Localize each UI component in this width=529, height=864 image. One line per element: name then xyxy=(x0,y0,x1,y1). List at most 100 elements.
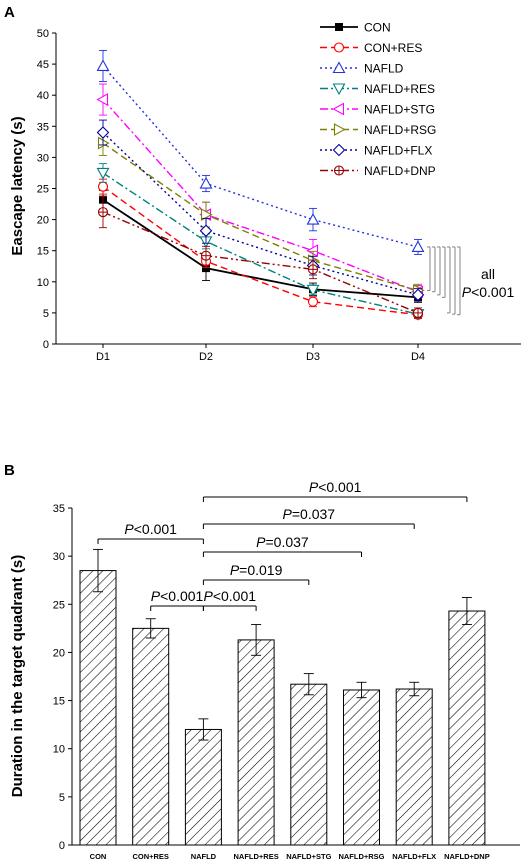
panel-a: A Eascape latency (s) 0 5 10 15 20 25 30 35 40 45… xyxy=(4,4,521,363)
series-nafld-dnp-point xyxy=(307,264,319,275)
series-nafld-res-point xyxy=(96,167,110,180)
panel-b-x-tick-label: NAFLD+DNP xyxy=(444,852,490,861)
panel-a-annotation-p-value: <0.001 xyxy=(471,284,514,300)
legend-nafld-rsg-marker xyxy=(333,123,346,136)
comparison-nafld-vs-nafld-dnp: P<0.001 xyxy=(202,479,468,502)
panel-a-y-tick-label: 30 xyxy=(37,152,49,164)
series-nafld-flx-point xyxy=(96,126,110,139)
series-con-res-point xyxy=(97,181,109,192)
panel-a-y-tick-label: 50 xyxy=(37,28,49,40)
legend-nafld-label: NAFLD xyxy=(364,62,404,76)
series-nafld-flx-point xyxy=(199,224,213,238)
bar-nafld-rsg-rect xyxy=(343,689,380,846)
series-nafld-dnp-line xyxy=(102,211,419,314)
comparison-nafld-vs-nafld-flx-label: P=0.037 xyxy=(283,506,336,522)
panel-b-x-tick-label: NAFLD+FLX xyxy=(392,852,436,861)
legend-nafld-stg: NAFLD+STG xyxy=(320,103,435,117)
comparison-con-vs-nafld-label-value: <0.001 xyxy=(134,521,177,537)
panel-a-significance-brackets xyxy=(427,246,461,316)
panel-b-x-tick-label: NAFLD+RES xyxy=(233,852,278,861)
legend-nafld-res-marker xyxy=(332,83,346,96)
bar-nafld-dnp xyxy=(448,597,486,846)
comparison-nafld-vs-nafld-stg: P=0.019 xyxy=(202,562,310,585)
legend-nafld-flx-label: NAFLD+FLX xyxy=(364,144,432,158)
panel-a-y-tick-label: 45 xyxy=(37,59,49,71)
legend-nafld-res-label: NAFLD+RES xyxy=(364,82,435,96)
series-nafld-stg-point xyxy=(96,93,109,106)
comparison-nafld-vs-nafld-rsg-label-p: P xyxy=(256,534,266,550)
comparison-con-vs-nafld-label: P<0.001 xyxy=(124,521,177,537)
series-con-res xyxy=(97,178,424,320)
legend-nafld-rsg-label: NAFLD+RSG xyxy=(364,123,436,137)
panel-a-x-tick-label: D1 xyxy=(96,351,110,363)
panel-b-y-tick-label: 20 xyxy=(53,647,65,659)
panel-b-y-tick-label: 35 xyxy=(53,503,65,515)
comparison-nafld-vs-nafld-rsg-label: P=0.037 xyxy=(256,534,309,550)
panel-a-x-tick-label: D3 xyxy=(306,351,320,363)
series-nafld-stg-line xyxy=(102,99,419,293)
comparison-nafld-vs-nafld-flx: P=0.037 xyxy=(202,506,415,529)
series-nafld-point xyxy=(306,212,320,225)
bar-con-rect xyxy=(79,570,117,846)
series-nafld-dnp-point xyxy=(200,250,212,261)
comparison-nafld-vs-nafld-stg-label: P=0.019 xyxy=(230,562,283,578)
legend-con-label: CON xyxy=(364,21,391,35)
legend-nafld-flx-marker xyxy=(332,143,346,157)
legend-con-res-marker xyxy=(333,42,345,53)
comparison-con-res-vs-nafld-label: P<0.001 xyxy=(151,588,204,604)
legend-con-res: CON+RES xyxy=(320,41,422,55)
series-nafld-stg-point xyxy=(306,244,319,258)
panel-a-y-tick-label: 0 xyxy=(43,339,49,351)
legend-nafld: NAFLD xyxy=(320,61,404,76)
legend-nafld-dnp-marker xyxy=(333,165,345,176)
series-nafld-rsg-point xyxy=(200,208,213,222)
panel-b-letter: B xyxy=(4,462,15,479)
series-nafld xyxy=(96,49,425,255)
bar-nafld-stg-rect xyxy=(290,683,328,846)
comparison-nafld-vs-nafld-flx-label-p: P xyxy=(283,506,293,522)
comparison-nafld-vs-nafld-rsg-label-value: =0.037 xyxy=(266,534,309,550)
panel-b-y-tick-label: 25 xyxy=(53,599,65,611)
legend-nafld-stg-label: NAFLD+STG xyxy=(364,103,435,117)
comparison-con-vs-nafld-label-p: P xyxy=(124,521,134,537)
panel-a-x-tick-label: D2 xyxy=(199,351,213,363)
panel-a-annotation-p-letter: P xyxy=(462,284,472,300)
series-nafld-res-line xyxy=(102,172,419,315)
comparison-nafld-vs-nafld-res-label: P<0.001 xyxy=(203,588,256,604)
legend-nafld-marker xyxy=(332,61,346,74)
comparison-nafld-vs-nafld-dnp-label-p: P xyxy=(309,479,319,495)
panel-b-y-tick-label: 5 xyxy=(59,792,65,804)
comparison-nafld-vs-nafld-dnp-label: P<0.001 xyxy=(309,479,362,495)
panel-a-letter: A xyxy=(4,4,15,21)
series-nafld-flx-line xyxy=(102,132,419,296)
comparison-nafld-vs-nafld-dnp-label-value: <0.001 xyxy=(318,479,361,495)
series-nafld-point xyxy=(96,59,110,72)
series-nafld-rsg-point xyxy=(97,136,110,150)
panel-b: B Duration in the target quadrant (s) 0 5… xyxy=(4,462,520,861)
legend-nafld-rsg: NAFLD+RSG xyxy=(320,123,436,137)
panel-a-y-tick-label: 20 xyxy=(37,215,49,227)
series-nafld-flx xyxy=(96,119,425,302)
panel-b-x-tick-label: NAFLD+RSG xyxy=(338,852,384,861)
bar-nafld-dnp-rect xyxy=(448,610,486,846)
comparison-con-res-vs-nafld-label-p: P xyxy=(151,588,161,604)
panel-a-x-tick-label: D4 xyxy=(411,351,425,363)
comparison-nafld-vs-nafld-rsg: P=0.037 xyxy=(202,534,362,557)
comparison-nafld-vs-nafld-res-label-p: P xyxy=(203,588,213,604)
panel-a-y-tick-label: 15 xyxy=(37,246,49,258)
comparison-nafld-vs-nafld-flx-label-value: =0.037 xyxy=(292,506,335,522)
panel-a-y-tick-label: 35 xyxy=(37,121,49,133)
series-nafld-res xyxy=(96,163,425,321)
legend-nafld-dnp-label: NAFLD+DNP xyxy=(364,164,436,178)
legend-con: CON xyxy=(320,21,391,35)
panel-b-y-tick-label: 0 xyxy=(59,840,65,852)
bar-nafld-rsg xyxy=(343,681,380,846)
panel-a-annotation-p: P<0.001 xyxy=(462,284,515,300)
panel-a-y-tick-label: 10 xyxy=(37,277,49,289)
bar-nafld-res xyxy=(237,624,275,846)
comparison-con-res-vs-nafld: P<0.001 xyxy=(150,588,204,611)
panel-a-legend: CON CON+RES NAFLD NAFLD+RES NAFLD+STG NAFLD+R… xyxy=(320,21,436,178)
legend-nafld-stg-marker xyxy=(332,102,345,116)
panel-b-y-tick-label: 10 xyxy=(53,744,65,756)
